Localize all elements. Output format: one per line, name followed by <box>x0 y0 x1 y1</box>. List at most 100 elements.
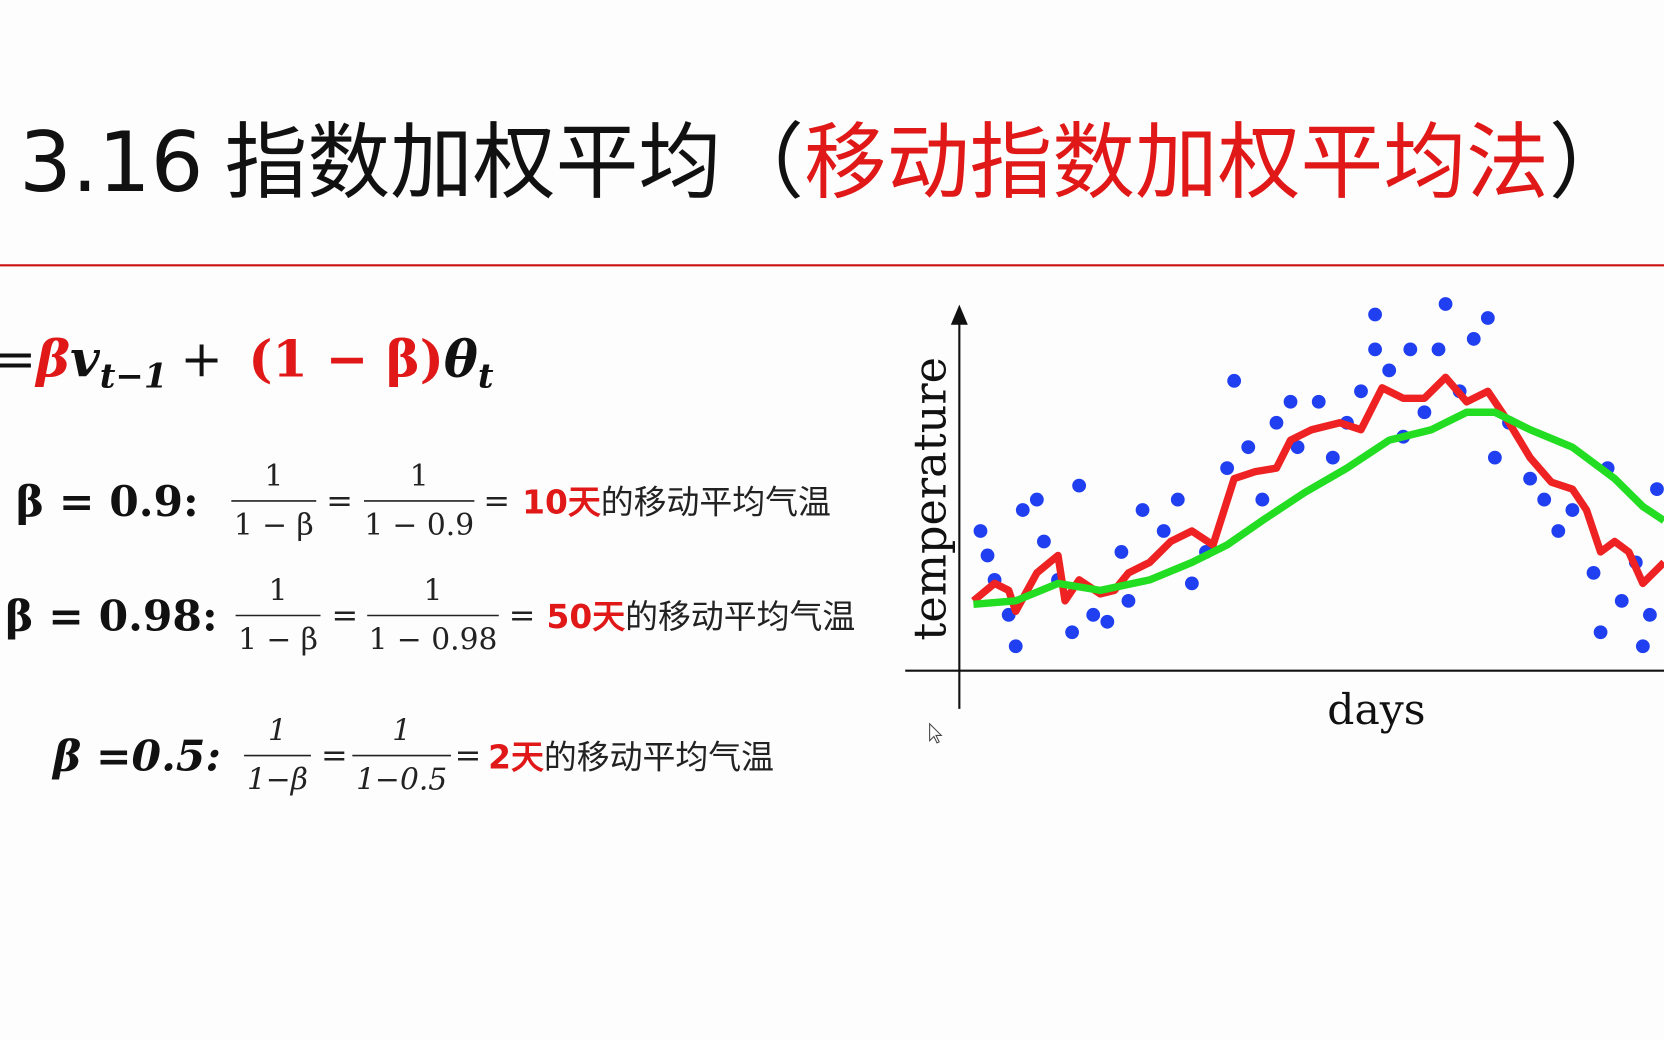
data-point <box>1368 307 1382 322</box>
eq: = <box>0 331 36 390</box>
data-point <box>1114 545 1129 559</box>
data-point <box>1290 440 1305 455</box>
data-point <box>1403 342 1418 357</box>
numerator: 1 <box>424 574 443 609</box>
y-label: temperature <box>904 357 956 641</box>
data-point <box>1241 440 1256 455</box>
days: 10天 <box>522 483 601 522</box>
numerator: 1 <box>410 459 429 494</box>
equals: = <box>326 482 353 520</box>
data-point <box>1100 614 1115 629</box>
data-point <box>1593 625 1608 640</box>
data-point <box>1086 607 1101 622</box>
beta-label: β = 0.9: <box>16 477 199 527</box>
description: 的移动平均气温 <box>625 597 855 636</box>
data-point <box>1269 415 1284 430</box>
chart: temperature days <box>904 297 1664 735</box>
theta: θ <box>444 330 478 390</box>
description: 的移动平均气温 <box>601 483 831 522</box>
x-label: days <box>1327 686 1425 735</box>
data-point <box>1650 482 1664 496</box>
title-number: 3.16 <box>19 114 203 211</box>
paren: （ <box>721 114 804 211</box>
data-point <box>1065 625 1079 640</box>
result: 50天的移动平均气温 <box>547 597 856 636</box>
beta: β <box>34 330 70 390</box>
sub: t−1 <box>100 356 168 396</box>
term: (1 − β) <box>248 330 444 390</box>
data-point <box>1037 534 1051 549</box>
data-point <box>1311 394 1326 409</box>
data-point <box>1354 384 1368 399</box>
title-highlight: 移动指数加权平均法 <box>804 114 1549 211</box>
average-line <box>973 408 1664 609</box>
title-main: 指数加权平均 <box>225 114 722 211</box>
v: v <box>70 330 101 390</box>
numerator: 1 <box>392 714 411 749</box>
data-point <box>1255 492 1270 507</box>
data-point <box>1008 639 1023 654</box>
data-point <box>1438 297 1453 311</box>
denominator: 1−β <box>247 763 308 798</box>
data-point <box>1121 593 1136 608</box>
sub: t <box>478 356 494 396</box>
average-line <box>971 373 1664 616</box>
data-point <box>1283 394 1298 409</box>
denominator: 1 − 0.98 <box>369 622 498 657</box>
data-point <box>1029 492 1044 507</box>
denominator: 1 − β <box>234 508 314 543</box>
description: 的移动平均气温 <box>544 737 774 776</box>
data-point <box>1565 503 1580 517</box>
data-point <box>1072 478 1087 493</box>
numerator: 1 <box>268 714 287 749</box>
data-point <box>1220 461 1235 476</box>
numerator: 1 <box>269 574 288 609</box>
data-point <box>1635 639 1650 654</box>
beta-label: β = 0.98: <box>5 591 217 641</box>
data-point <box>1551 524 1566 538</box>
plus: + <box>180 331 223 390</box>
result: 2天的移动平均气温 <box>488 737 774 776</box>
data-point <box>980 548 995 563</box>
data-point <box>1227 373 1242 388</box>
beta-label: β =0.5: <box>51 731 221 781</box>
data-point <box>1586 566 1601 580</box>
data-point <box>1170 492 1185 507</box>
data-point <box>1015 503 1030 517</box>
cursor <box>929 722 943 744</box>
days: 2天 <box>488 737 544 776</box>
days: 50天 <box>547 597 626 636</box>
data-point <box>1135 503 1150 517</box>
data-point <box>1614 593 1629 608</box>
equals: = <box>455 736 482 774</box>
data-point <box>1643 607 1657 622</box>
data-point <box>1382 363 1397 378</box>
data-point <box>1523 471 1538 486</box>
formula: =βvt−1 + (1 − β)θt <box>0 330 494 397</box>
data-point <box>1487 450 1502 465</box>
equals: = <box>321 736 348 774</box>
title: 3.16 指数加权平均（移动指数加权平均法） <box>19 114 1632 211</box>
equals: = <box>332 596 359 634</box>
result: 10天的移动平均气温 <box>522 483 831 522</box>
denominator: 1 − β <box>238 622 318 657</box>
data-point <box>1466 332 1481 346</box>
data-point <box>1417 405 1432 420</box>
data-point <box>1368 342 1382 357</box>
equals: = <box>509 596 536 634</box>
y-arrow <box>950 304 968 325</box>
data-point <box>1431 342 1446 357</box>
paren: ） <box>1549 114 1632 211</box>
data-point <box>1537 492 1552 507</box>
data-point <box>1325 450 1340 465</box>
data-point <box>1156 524 1171 538</box>
denominator: 1−0.5 <box>356 763 447 798</box>
denominator: 1 − 0.9 <box>364 508 474 543</box>
numerator: 1 <box>264 459 283 494</box>
data-point <box>1184 576 1199 591</box>
data-point <box>1480 311 1495 325</box>
equals: = <box>483 482 510 520</box>
data-point <box>973 524 988 538</box>
